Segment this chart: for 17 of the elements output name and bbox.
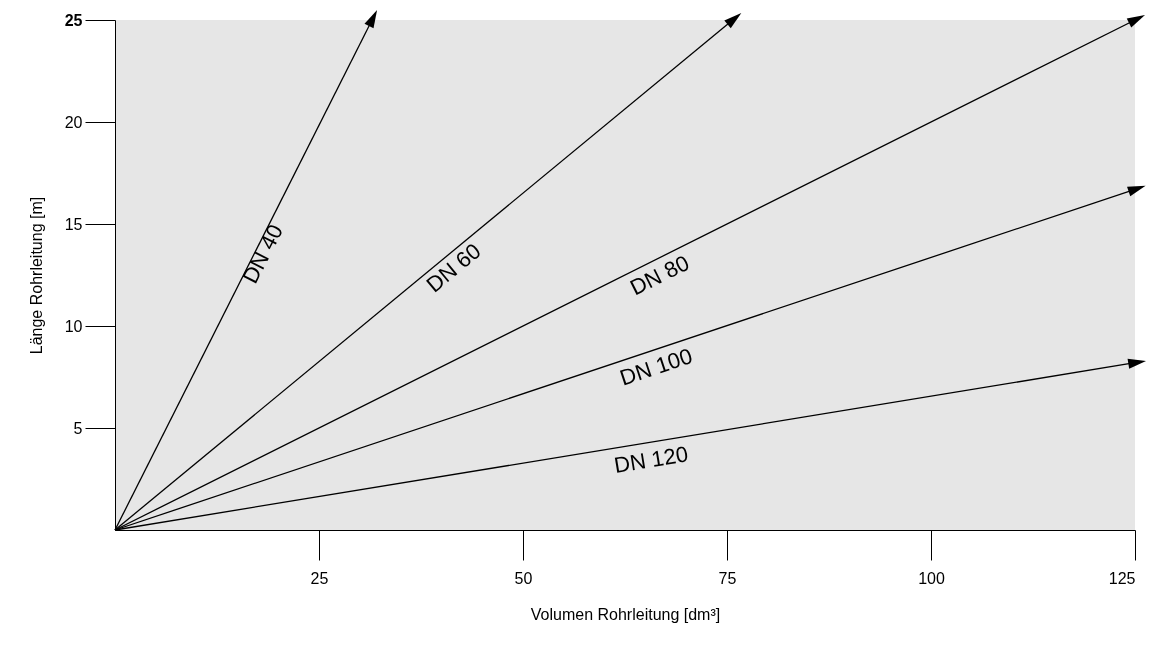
text: DN 60 (421, 238, 486, 298)
y-tick-label: 10 (64, 317, 83, 335)
y-tick-label: 15 (64, 215, 83, 233)
y-axis-title: Länge Rohrleitung [m] (27, 196, 45, 355)
x-axis-title: Volumen Rohrleitung [dm³] (530, 605, 721, 623)
text: DN 40 (237, 220, 288, 288)
x-tick-label: 125 (1108, 569, 1136, 587)
y-tick-label: 20 (64, 113, 83, 131)
x-tick-label: 100 (918, 569, 945, 587)
x-tick-label: 75 (718, 569, 737, 587)
text: DN 120 (612, 441, 690, 478)
x-tick-label: 50 (514, 569, 533, 587)
text: DN 100 (616, 343, 696, 391)
text: DN 80 (626, 250, 694, 301)
y-tick-label: 25 (64, 11, 83, 29)
y-tick-label: 5 (73, 419, 83, 437)
x-tick-label: 25 (310, 569, 329, 587)
